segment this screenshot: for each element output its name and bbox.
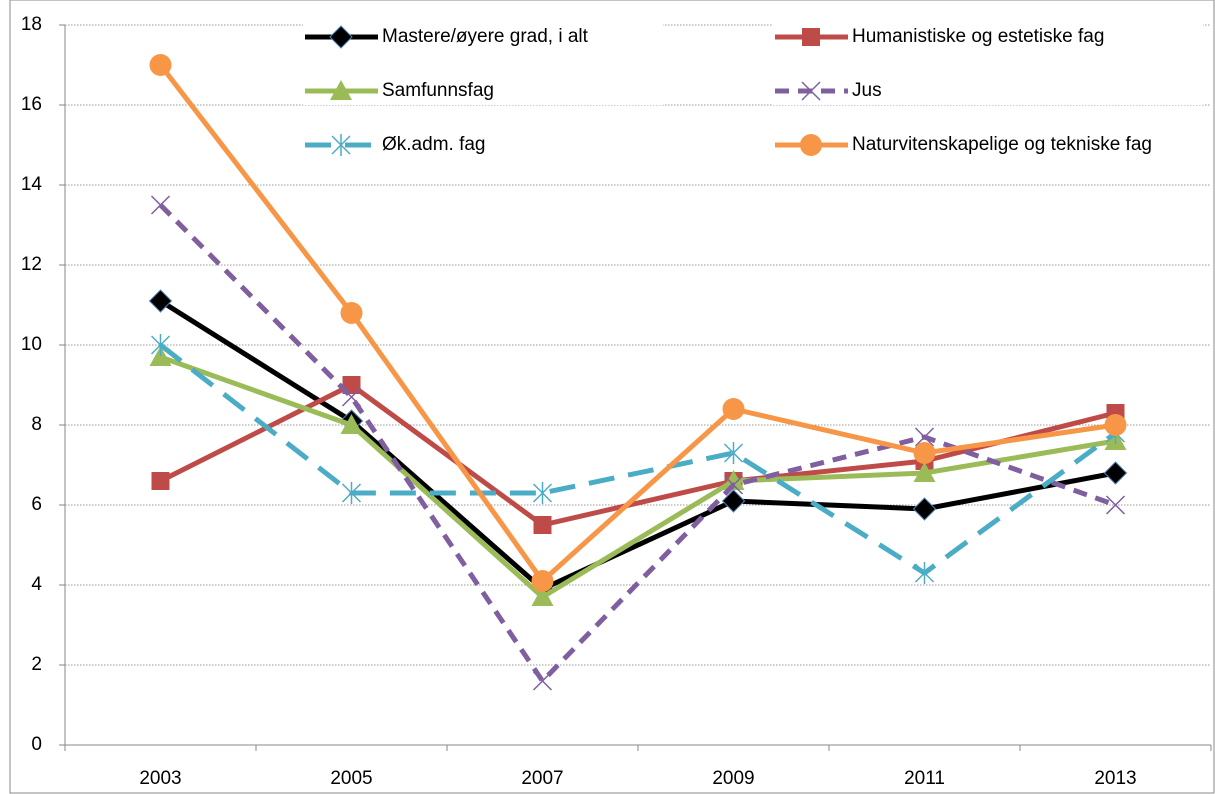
- marker: [912, 497, 937, 521]
- series-line: [159, 354, 1116, 600]
- legend-label: Humanistiske og estetiske fag: [852, 26, 1104, 47]
- legend-label: Naturvitenskapelige og tekniske fag: [852, 134, 1152, 155]
- series-line: [159, 382, 1117, 528]
- marker: [721, 489, 746, 513]
- x-tick-label: 2007: [521, 768, 563, 789]
- marker: [1104, 414, 1127, 436]
- y-tick-label: 18: [21, 14, 42, 35]
- x-tick-label: 2003: [139, 768, 181, 789]
- y-tick-label: 10: [21, 334, 42, 355]
- marker: [914, 562, 935, 584]
- marker: [150, 334, 171, 356]
- marker: [149, 54, 172, 76]
- marker: [331, 134, 351, 156]
- marker: [532, 482, 553, 504]
- marker: [341, 387, 362, 407]
- legend-label: Samfunnsfag: [382, 80, 494, 101]
- x-tick-label: 2013: [1094, 768, 1136, 789]
- marker: [533, 516, 552, 534]
- y-tick-label: 4: [31, 574, 42, 595]
- legend-label: Øk.adm. fag: [382, 134, 486, 155]
- marker: [148, 289, 173, 313]
- x-tick-label: 2009: [712, 768, 754, 789]
- y-tick-label: 6: [31, 494, 42, 515]
- series-line: [158, 63, 1116, 584]
- marker: [531, 586, 554, 606]
- marker: [913, 442, 936, 464]
- marker: [150, 195, 171, 215]
- y-tick-label: 2: [31, 654, 42, 675]
- y-tick-label: 12: [21, 254, 42, 275]
- y-tick-label: 14: [21, 174, 43, 195]
- marker: [722, 470, 745, 490]
- legend-label: Mastere/øyere grad, i alt: [382, 26, 589, 47]
- marker: [723, 442, 744, 464]
- legend-bg: [773, 77, 1203, 105]
- y-tick-label: 16: [21, 94, 42, 115]
- marker: [1103, 461, 1128, 485]
- marker: [532, 671, 553, 691]
- marker: [329, 25, 353, 49]
- x-tick-label: 2011: [904, 768, 945, 789]
- marker: [330, 80, 352, 100]
- legend-label: Jus: [852, 80, 882, 101]
- marker: [801, 81, 821, 101]
- y-tick-label: 8: [31, 414, 42, 435]
- marker: [914, 427, 935, 447]
- marker: [723, 475, 744, 495]
- x-tick-label: 2005: [330, 768, 372, 789]
- y-tick-label: 0: [31, 734, 42, 755]
- marker: [1105, 495, 1126, 515]
- series-line: [158, 343, 1117, 576]
- marker: [341, 482, 362, 504]
- marker: [913, 462, 936, 482]
- chart-frame: [9, 0, 1215, 794]
- marker: [531, 570, 554, 592]
- marker: [151, 472, 170, 490]
- marker: [722, 398, 745, 420]
- marker: [340, 302, 363, 324]
- marker: [340, 414, 363, 434]
- marker: [802, 28, 820, 46]
- marker: [800, 134, 822, 156]
